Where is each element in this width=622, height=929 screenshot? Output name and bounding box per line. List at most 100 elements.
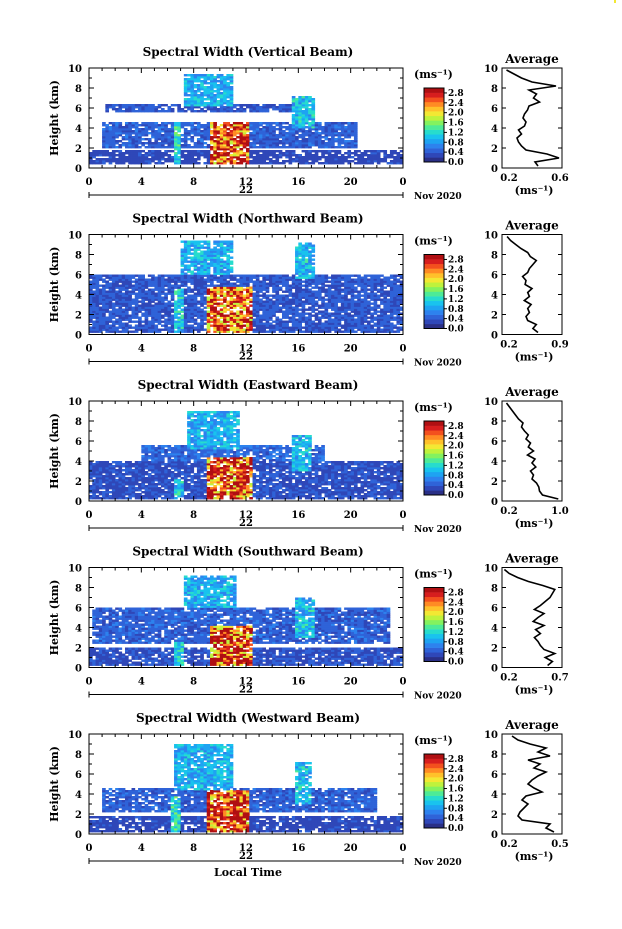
heatmap-cell [170, 308, 175, 311]
heatmap-cell [334, 308, 338, 311]
heatmap-cell [89, 318, 93, 321]
heatmap-cell [193, 310, 198, 313]
heatmap-cell [242, 280, 247, 283]
heatmap-cell [324, 328, 329, 331]
heatmap-cell [288, 290, 293, 293]
heatmap-cell [242, 304, 247, 307]
heatmap-cell [108, 290, 113, 293]
heatmap-cell [138, 310, 142, 313]
heatmap-cell [121, 104, 126, 107]
heatmap-cell [92, 310, 96, 313]
heatmap-cell [138, 280, 142, 283]
heatmap-cell [252, 302, 257, 305]
heatmap-cell [242, 302, 247, 305]
heatmap-cell [187, 240, 191, 243]
heatmap-cell [190, 124, 195, 127]
heatmap-cell [396, 304, 401, 307]
heatmap-cell [157, 320, 162, 323]
heatmap-cell [170, 298, 175, 301]
colorbar-tick-label: 1.6 [448, 119, 464, 129]
heatmap-cell [268, 144, 273, 147]
heatmap-cell [115, 314, 119, 317]
heatmap-cell [134, 282, 139, 285]
heatmap-cell [334, 304, 338, 307]
heatmap-cell [229, 270, 234, 273]
heatmap-cell [147, 288, 152, 291]
heatmap-cell [200, 328, 204, 331]
heatmap-cell [311, 124, 316, 127]
heatmap-cell [291, 114, 296, 117]
heatmap-cell [128, 142, 132, 145]
heatmap-cell [262, 142, 267, 145]
heatmap-cell [380, 300, 384, 303]
heatmap-cell [314, 154, 319, 157]
heatmap-cell [259, 326, 263, 329]
heatmap-cell [281, 162, 286, 165]
heatmap-cell [308, 130, 312, 133]
heatmap-cell [164, 158, 168, 161]
heatmap-cell [389, 298, 394, 301]
heatmap-cell [334, 134, 338, 137]
heatmap-cell [334, 130, 338, 133]
heatmap-cell [193, 158, 198, 161]
heatmap-cell [281, 296, 286, 299]
heatmap-cell [151, 110, 155, 113]
heatmap-cell [357, 324, 361, 327]
heatmap-cell [200, 104, 204, 107]
heatmap-cell [177, 104, 181, 107]
heatmap-cell [383, 292, 388, 295]
heatmap-cell [193, 146, 198, 149]
heatmap-cell [357, 282, 361, 285]
heatmap-cell [262, 274, 267, 277]
heatmap-cell [206, 96, 211, 99]
heatmap-cell [151, 288, 155, 291]
heatmap-cell [350, 134, 355, 137]
heatmap-cell [210, 162, 214, 165]
heatmap-cell [340, 288, 345, 291]
heatmap-cell [249, 154, 253, 157]
heatmap-cell [151, 122, 155, 125]
x-tick-label: 0 [400, 344, 407, 355]
heatmap-cell [298, 302, 302, 305]
heatmap-cell [196, 284, 201, 287]
heatmap-cell [337, 152, 342, 155]
heatmap-cell [206, 318, 211, 321]
heatmap-cell [275, 150, 280, 153]
heatmap-cell [187, 84, 191, 87]
heatmap-cell [210, 80, 214, 83]
heatmap-cell [203, 80, 208, 83]
heatmap-cell [255, 330, 260, 333]
heatmap-cell [337, 310, 342, 313]
heatmap-cell [219, 140, 224, 143]
heatmap-cell [232, 300, 237, 303]
heatmap-cell [157, 274, 162, 277]
heatmap-cell [200, 146, 204, 149]
heatmap-cell [124, 326, 129, 329]
heatmap-cell [229, 142, 234, 145]
heatmap-cell [89, 296, 93, 299]
heatmap-cell [317, 278, 322, 281]
heatmap-cell [154, 330, 159, 333]
heatmap-cell [111, 314, 116, 317]
heatmap-cell [357, 316, 361, 319]
heatmap-cell [108, 136, 113, 139]
heatmap-cell [98, 328, 103, 331]
heatmap-cell [370, 316, 374, 319]
heatmap-cell [229, 130, 234, 133]
heatmap-cell [210, 160, 214, 163]
heatmap-cell [262, 330, 267, 333]
heatmap-cell [259, 328, 263, 331]
heatmap-cell [229, 296, 234, 299]
heatmap-cell [301, 264, 306, 267]
heatmap-cell [203, 86, 208, 89]
heatmap-cell [255, 302, 260, 305]
heatmap-cell [236, 292, 240, 295]
heatmap-cell [295, 104, 299, 107]
heatmap-cell [190, 276, 195, 279]
heatmap-cell [131, 298, 136, 301]
heatmap-cell [331, 144, 335, 147]
heatmap-cell [141, 286, 145, 289]
heatmap-cell [98, 316, 103, 319]
heatmap-cell [157, 142, 162, 145]
heatmap-cell [399, 274, 404, 277]
